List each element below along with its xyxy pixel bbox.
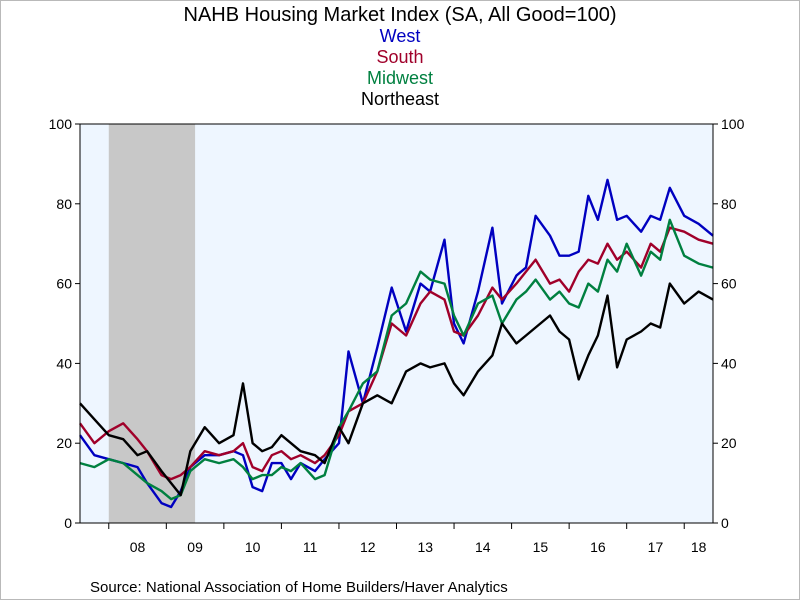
y-tick-label-left: 80 xyxy=(56,196,72,212)
legend-entry-northeast: Northeast xyxy=(361,89,439,109)
series-lines xyxy=(79,178,714,509)
y-tick-label-right: 80 xyxy=(721,196,737,212)
y-tick-label-left: 0 xyxy=(64,515,72,531)
y-tick-label-left: 60 xyxy=(56,276,72,292)
x-tick-label: 12 xyxy=(360,539,376,555)
legend-entry-midwest: Midwest xyxy=(367,68,433,88)
legend-entry-south: South xyxy=(376,47,423,67)
x-tick-label: 17 xyxy=(648,539,664,555)
x-tick-label: 14 xyxy=(475,539,491,555)
x-axis: 08 09 10 11 12 13 14 15 16 17 18 xyxy=(108,523,707,555)
series-line-south xyxy=(79,226,714,481)
y-axis-left: 0 20 40 60 80 100 xyxy=(49,116,80,531)
x-tick-label: 08 xyxy=(130,539,146,555)
legend-entry-west: West xyxy=(380,26,421,46)
y-tick-label-right: 40 xyxy=(721,355,737,371)
y-tick-label-right: 60 xyxy=(721,276,737,292)
y-axis-right: 0 20 40 60 80 100 xyxy=(713,116,745,531)
series-line-northeast xyxy=(79,282,714,497)
x-tick-label: 11 xyxy=(303,539,318,555)
x-tick-label: 16 xyxy=(590,539,606,555)
x-tick-label: 09 xyxy=(187,539,203,555)
chart-title: NAHB Housing Market Index (SA, All Good=… xyxy=(184,4,617,26)
x-tick-label: 10 xyxy=(245,539,261,555)
x-tick-label: 18 xyxy=(691,539,707,555)
x-tick-label: 13 xyxy=(417,539,433,555)
y-tick-label-right: 20 xyxy=(721,435,737,451)
y-tick-label-right: 100 xyxy=(721,116,745,132)
y-tick-label-left: 100 xyxy=(49,116,73,132)
x-tick-label: 15 xyxy=(533,539,549,555)
y-tick-label-right: 0 xyxy=(721,515,729,531)
series-line-midwest xyxy=(79,218,714,501)
source-note: Source: National Association of Home Bui… xyxy=(90,579,508,596)
y-tick-label-left: 20 xyxy=(56,435,72,451)
y-tick-label-left: 40 xyxy=(56,355,72,371)
